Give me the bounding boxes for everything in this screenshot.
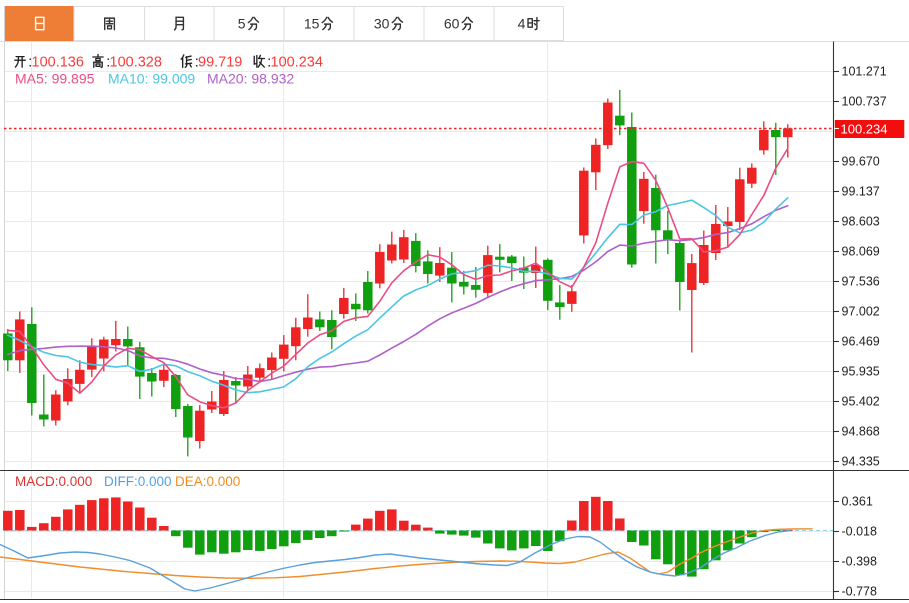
svg-text:100.234: 100.234 xyxy=(841,121,888,136)
svg-text::: : xyxy=(28,55,32,71)
svg-text:100.737: 100.737 xyxy=(842,95,887,109)
svg-text:100.136: 100.136 xyxy=(32,55,84,71)
svg-text::: : xyxy=(106,55,110,71)
svg-text::: : xyxy=(195,55,199,71)
svg-text:4: 4 xyxy=(518,16,526,32)
svg-text:100.328: 100.328 xyxy=(110,55,162,71)
svg-text:99.137: 99.137 xyxy=(842,185,880,199)
svg-text:15: 15 xyxy=(304,16,320,32)
svg-text:60: 60 xyxy=(444,16,460,32)
svg-text:95.402: 95.402 xyxy=(842,395,880,409)
svg-text:99.670: 99.670 xyxy=(842,155,880,169)
svg-text:96.469: 96.469 xyxy=(842,335,880,349)
svg-text:5: 5 xyxy=(238,16,246,32)
svg-text:101.271: 101.271 xyxy=(842,65,887,79)
svg-text::: : xyxy=(267,55,271,71)
svg-text:95.935: 95.935 xyxy=(842,365,880,379)
svg-text:97.002: 97.002 xyxy=(842,305,880,319)
svg-text:-0.018: -0.018 xyxy=(842,525,877,539)
svg-text:97.536: 97.536 xyxy=(842,275,880,289)
svg-text:99.719: 99.719 xyxy=(198,55,242,71)
svg-text:0.361: 0.361 xyxy=(842,495,873,509)
svg-text:94.868: 94.868 xyxy=(842,425,880,439)
svg-text:30: 30 xyxy=(374,16,390,32)
svg-text:-0.778: -0.778 xyxy=(842,585,877,599)
svg-text:98.069: 98.069 xyxy=(842,245,880,259)
svg-text:94.335: 94.335 xyxy=(842,455,880,469)
svg-text:-0.398: -0.398 xyxy=(842,555,877,569)
svg-text:98.603: 98.603 xyxy=(842,215,880,229)
svg-text:100.234: 100.234 xyxy=(271,55,323,71)
